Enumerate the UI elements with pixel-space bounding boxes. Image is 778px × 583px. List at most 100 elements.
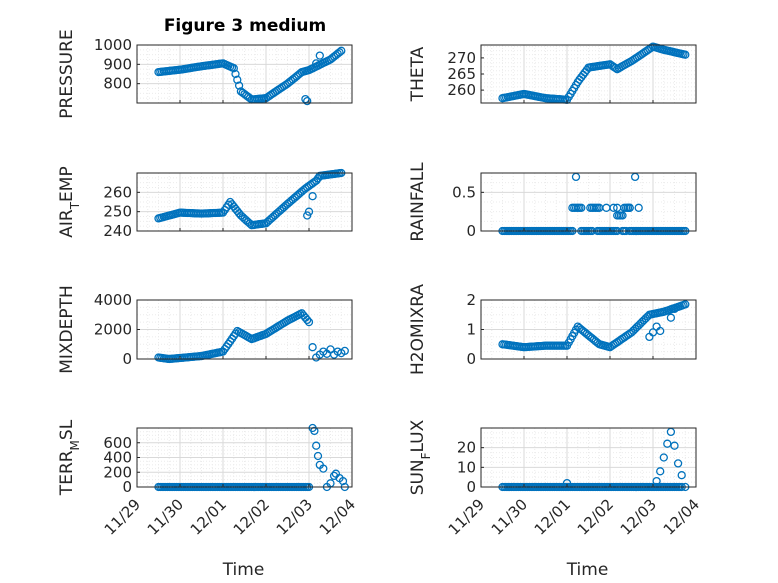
x-tick-label: 11/29 [445,495,488,538]
y-tick-label: 265 [447,65,476,83]
data-point [681,50,690,59]
y-axis-label: TERRMSL [57,419,82,496]
y-tick-label: 4000 [94,291,132,309]
data-point [312,59,321,68]
data-point [618,211,627,220]
data-point [670,441,679,450]
data-point [310,426,319,436]
x-tick-label: 12/01 [531,495,574,538]
y-tick-label: 800 [103,75,132,93]
x-tick-label: 12/02 [574,495,617,538]
data-point [304,207,314,216]
axes-box [480,427,697,488]
y-tick-label: 250 [103,203,132,221]
data-point [577,203,586,212]
y-tick-label: 240 [103,222,132,240]
y-axis-label: PRESSURE [57,29,77,118]
data-point [681,300,690,309]
data-point [231,69,240,79]
y-tick-label: 10 [457,458,476,476]
data-point [233,75,242,84]
x-tick-label: 12/03 [273,495,316,538]
data-point [652,476,661,486]
x-tick-label: 12/01 [187,495,230,538]
series-points [498,42,690,104]
data-point [338,476,348,486]
data-point [673,459,683,468]
data-point [666,313,676,322]
y-axis-label: AIRTEMP [57,166,82,237]
x-axis-label: Time [566,560,609,580]
subplot-mixdepth: 0 2000 4000 MIXDEPTH [57,285,353,374]
subplot-h2omixra: 0 1 2 H2OMIXRA [408,284,697,375]
plot-area [481,428,696,487]
data-point [586,203,595,212]
y-tick-label: 0 [122,350,132,368]
y-tick-label: 20 [457,439,476,457]
data-point [634,203,643,212]
data-point [229,64,238,73]
grid [480,45,697,104]
y-tick-label: 1 [466,321,476,339]
x-tick-label: 11/29 [101,495,144,538]
data-point [625,203,634,212]
y-tick-label: 260 [447,81,476,99]
y-tick-label: 0 [466,350,476,368]
y-tick-label: 270 [447,49,476,67]
data-point [308,192,317,201]
y-tick-label: 1000 [94,36,132,54]
axes-box [136,44,353,104]
data-point [319,464,328,473]
series-points [154,46,346,106]
data-point [337,46,346,55]
series-points [154,168,346,230]
y-axis-label: H2OMIXRA [408,284,428,375]
data-point [303,211,312,220]
y-tick-label: 2000 [94,321,132,339]
y-axis-label: SUNFLUX [408,419,433,495]
data-point [677,471,686,480]
y-axis-label: THETA [408,46,428,102]
y-tick-label: 200 [103,463,132,481]
y-tick-label: 900 [103,55,132,73]
x-tick-label: 11/30 [488,495,531,538]
y-tick-label: 0.5 [452,183,476,201]
y-axis-label: MIXDEPTH [57,285,77,374]
data-point [315,51,324,60]
x-tick-label: 12/03 [617,495,660,538]
data-point [609,203,618,212]
data-point [303,96,312,106]
data-point [620,203,629,212]
y-tick-label: 600 [103,434,132,452]
data-point [659,453,668,462]
data-point [304,317,314,327]
x-tick-label: 12/04 [316,495,359,538]
y-tick-label: 0 [466,478,476,496]
data-point [303,315,312,325]
data-point [308,343,317,352]
x-tick-label: 12/04 [660,495,703,538]
series-points [498,300,690,352]
plot-area [481,173,696,231]
data-point [329,471,339,481]
x-tick-label: 12/02 [230,495,273,538]
x-tick-label: 11/30 [144,495,187,538]
x-axis-label: Time [222,560,265,580]
y-tick-label: 2 [466,291,476,309]
data-point [656,326,665,336]
data-point [312,441,321,450]
axes-box [480,172,697,232]
series-points [154,309,349,364]
y-tick-label: 0 [466,222,476,240]
data-point [663,439,672,448]
y-axis-label: RAINFALL [408,162,428,242]
data-point [234,81,244,90]
data-point [335,48,344,57]
axes-box [136,172,353,232]
